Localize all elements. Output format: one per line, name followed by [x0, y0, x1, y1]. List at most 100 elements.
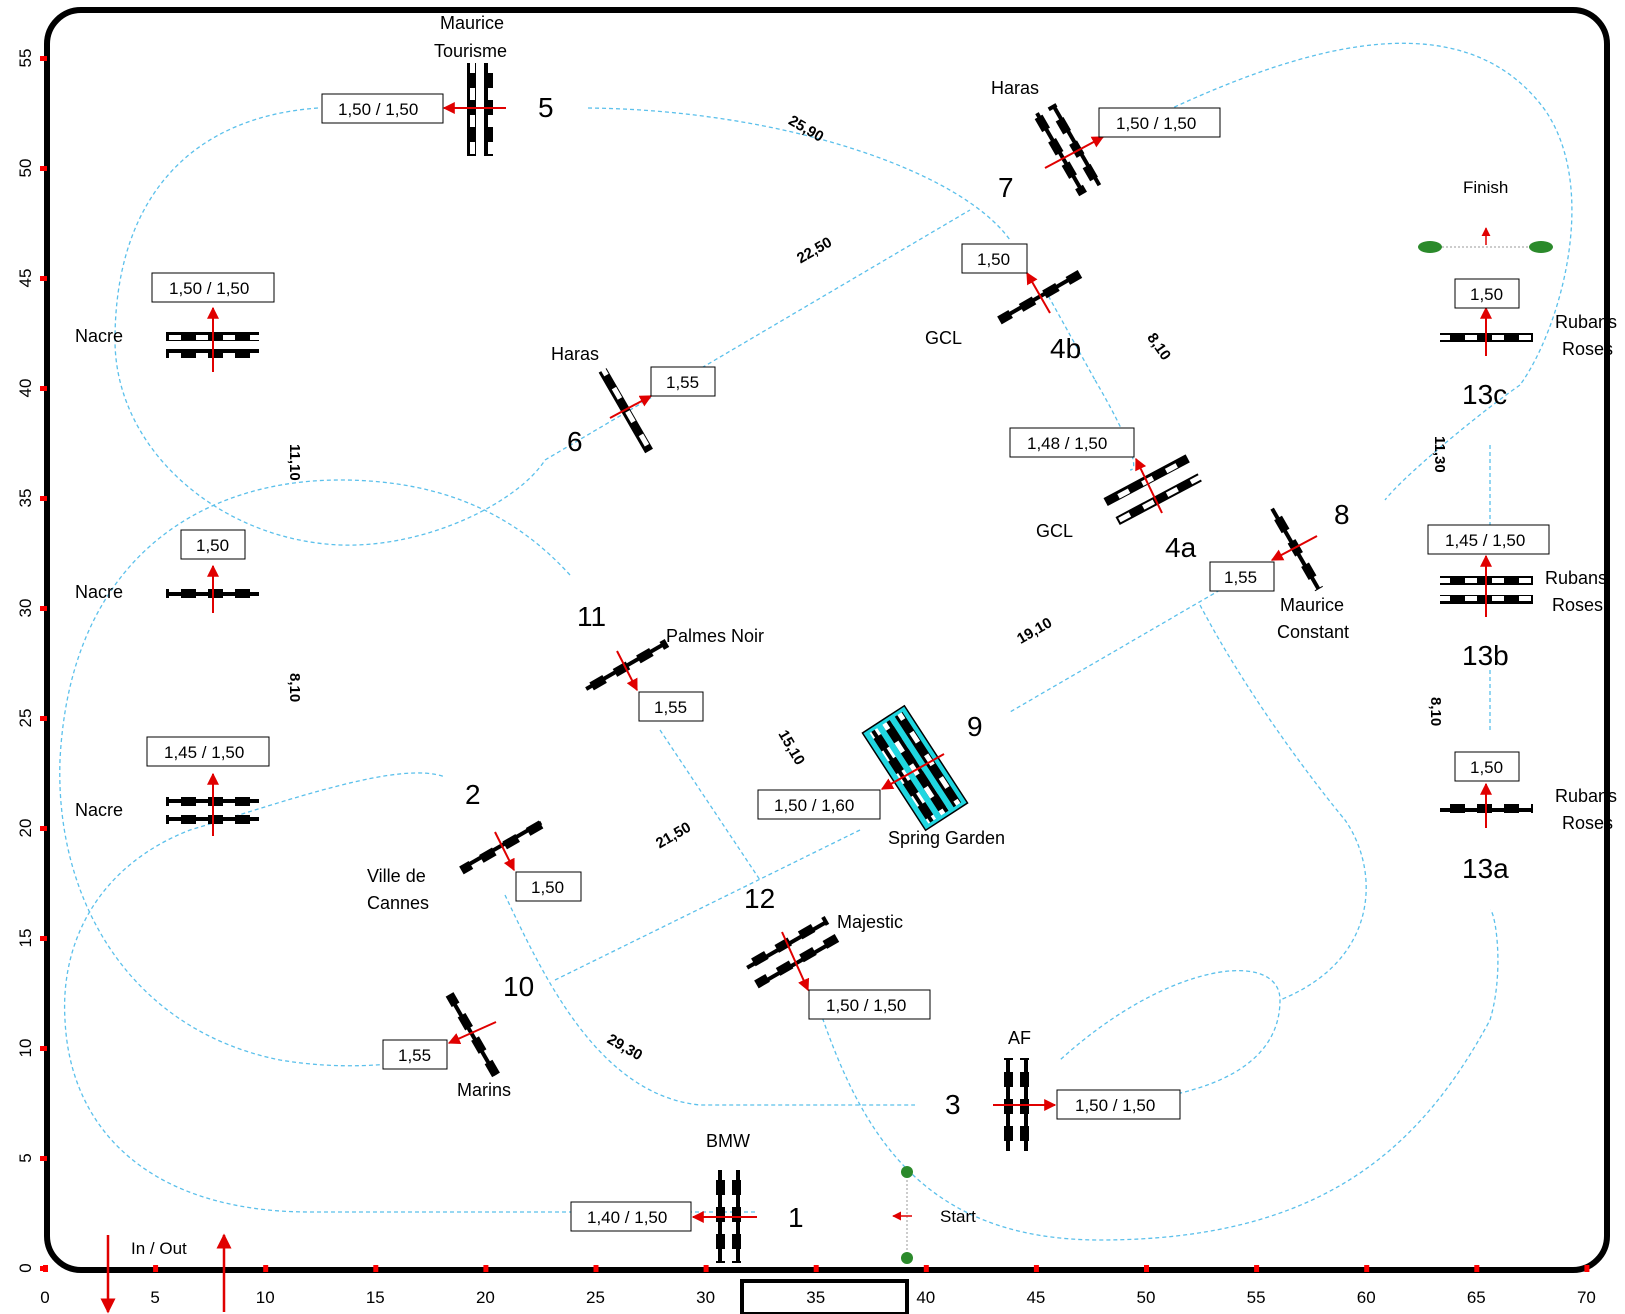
x-tick-label: 15 — [366, 1288, 385, 1307]
obstacle-4b: 4b GCL 1,50 — [925, 243, 1083, 364]
distance-warmup-1: 11,10 — [286, 444, 303, 481]
y-tick-label: 15 — [16, 929, 35, 948]
in-out-label: In / Out — [131, 1239, 187, 1258]
obstacle-7-number: 7 — [998, 172, 1014, 203]
distance-4b-4a: 8,10 — [1143, 330, 1174, 364]
obstacle-9-height: 1,50 / 1,60 — [774, 796, 854, 815]
x-tick — [1144, 1265, 1149, 1272]
obstacle-10-height: 1,55 — [398, 1046, 431, 1065]
x-tick-label: 30 — [696, 1288, 715, 1307]
warmup-nacre-2: Nacre 1,50 — [75, 529, 259, 613]
start-line: Start — [892, 1166, 976, 1264]
x-tick — [1254, 1265, 1260, 1272]
distance-warmup-2: 8,10 — [286, 673, 303, 702]
x-tick-label: 20 — [476, 1288, 495, 1307]
x-tick-label: 55 — [1247, 1288, 1266, 1307]
obstacle-13b-name-line2: Roses — [1552, 595, 1603, 615]
obstacle-5: 5 Maurice Tourisme 1,50 / 1,50 — [321, 13, 554, 156]
warmup-nacre-1-name: Nacre — [75, 326, 123, 346]
obstacle-13a-height: 1,50 — [1470, 758, 1503, 777]
y-tick-label: 5 — [16, 1153, 35, 1162]
y-tick — [40, 496, 47, 501]
obstacle-3-number: 3 — [945, 1089, 961, 1120]
obstacle-8: 8 Maurice Constant 1,55 — [1209, 499, 1350, 642]
obstacle-6-name: Haras — [551, 344, 599, 364]
obstacle-13b-number: 13b — [1462, 640, 1509, 671]
warmup-nacre-2-height: 1,50 — [196, 536, 229, 555]
obstacle-12-height: 1,50 / 1,50 — [826, 996, 906, 1015]
finish-flag-left-icon — [1418, 241, 1442, 253]
x-tick — [1033, 1265, 1039, 1272]
obstacle-13b: 13b Rubans Roses 1,45 / 1,50 — [1427, 524, 1607, 671]
y-tick-label: 10 — [16, 1039, 35, 1058]
distance-13b-13c: 11,30 — [1431, 436, 1448, 473]
obstacle-13a-number: 13a — [1462, 853, 1509, 884]
y-tick — [40, 1266, 47, 1271]
obstacle-4a-height: 1,48 / 1,50 — [1027, 434, 1107, 453]
x-tick — [263, 1265, 269, 1272]
obstacle-12-name: Majestic — [837, 912, 903, 932]
obstacle-13c-number: 13c — [1462, 379, 1507, 410]
x-tick — [153, 1265, 159, 1272]
obstacle-1-height: 1,40 / 1,50 — [587, 1208, 667, 1227]
obstacle-8-name-line2: Constant — [1277, 622, 1349, 642]
distance-5-6: 25,90 — [785, 112, 826, 145]
y-tick-label: 40 — [16, 379, 35, 398]
y-tick — [40, 56, 47, 61]
x-tick — [1364, 1265, 1370, 1272]
start-label: Start — [940, 1207, 976, 1226]
warmup-nacre-2-name: Nacre — [75, 582, 123, 602]
obstacle-5-name-line2: Tourisme — [434, 41, 507, 61]
x-tick — [1474, 1265, 1480, 1272]
x-tick-label: 5 — [150, 1288, 159, 1307]
obstacle-4a: 4a GCL 1,48 / 1,50 — [1009, 427, 1202, 563]
y-tick — [40, 716, 47, 721]
obstacle-9-number: 9 — [967, 711, 983, 742]
obstacle-4b-height: 1,50 — [977, 250, 1010, 269]
obstacle-13a-name-line1: Rubans — [1555, 786, 1617, 806]
arena-border — [44, 7, 1610, 1273]
x-tick-label: 40 — [916, 1288, 935, 1307]
y-tick-label: 0 — [16, 1263, 35, 1272]
obstacle-11-height: 1,55 — [654, 698, 687, 717]
obstacle-13c: 13c Rubans Roses 1,50 — [1440, 278, 1617, 410]
obstacle-7-height: 1,50 / 1,50 — [1116, 114, 1196, 133]
obstacle-5-number: 5 — [538, 92, 554, 123]
obstacle-10: 10 Marins 1,55 — [382, 971, 534, 1100]
x-tick-label: 45 — [1026, 1288, 1045, 1307]
finish-flag-right-icon — [1529, 241, 1553, 253]
warmup-nacre-1: Nacre 1,50 / 1,50 — [75, 272, 275, 372]
distance-9-10: 21,50 — [653, 819, 694, 852]
y-tick-label: 20 — [16, 819, 35, 838]
y-tick-label: 55 — [16, 49, 35, 68]
x-tick-label: 50 — [1137, 1288, 1156, 1307]
obstacle-1: 1 BMW 1,40 / 1,50 — [570, 1131, 804, 1263]
x-tick-label: 65 — [1467, 1288, 1486, 1307]
course-route — [59, 42, 1573, 1241]
obstacle-6-height: 1,55 — [666, 373, 699, 392]
obstacle-13a: 13a Rubans Roses 1,50 — [1440, 751, 1617, 884]
obstacle-4a-name: GCL — [1036, 521, 1073, 541]
obstacle-4b-number: 4b — [1050, 333, 1081, 364]
x-tick — [593, 1265, 599, 1272]
obstacle-11-number: 11 — [577, 601, 606, 632]
y-axis: 0 5 10 15 20 25 30 35 40 45 50 55 — [16, 49, 47, 1273]
obstacle-12-number: 12 — [744, 883, 775, 914]
warmup-nacre-1-height: 1,50 / 1,50 — [169, 279, 249, 298]
finish-label: Finish — [1463, 178, 1508, 197]
obstacle-13a-name-line2: Roses — [1562, 813, 1613, 833]
y-tick-label: 35 — [16, 489, 35, 508]
distance-2-3: 29,30 — [604, 1031, 645, 1064]
x-tick — [813, 1265, 819, 1272]
obstacle-10-name: Marins — [457, 1080, 511, 1100]
obstacle-3-name: AF — [1008, 1028, 1031, 1048]
x-tick-label: 60 — [1357, 1288, 1376, 1307]
x-tick — [703, 1265, 709, 1272]
warmup-nacre-3-name: Nacre — [75, 800, 123, 820]
obstacle-13c-name-line2: Roses — [1562, 339, 1613, 359]
obstacle-8-name-line1: Maurice — [1280, 595, 1344, 615]
obstacle-11: 11 Palmes Noir 1,55 — [577, 601, 764, 722]
obstacle-3: 3 AF 1,50 / 1,50 — [945, 1028, 1181, 1151]
obstacle-8-height: 1,55 — [1224, 568, 1257, 587]
